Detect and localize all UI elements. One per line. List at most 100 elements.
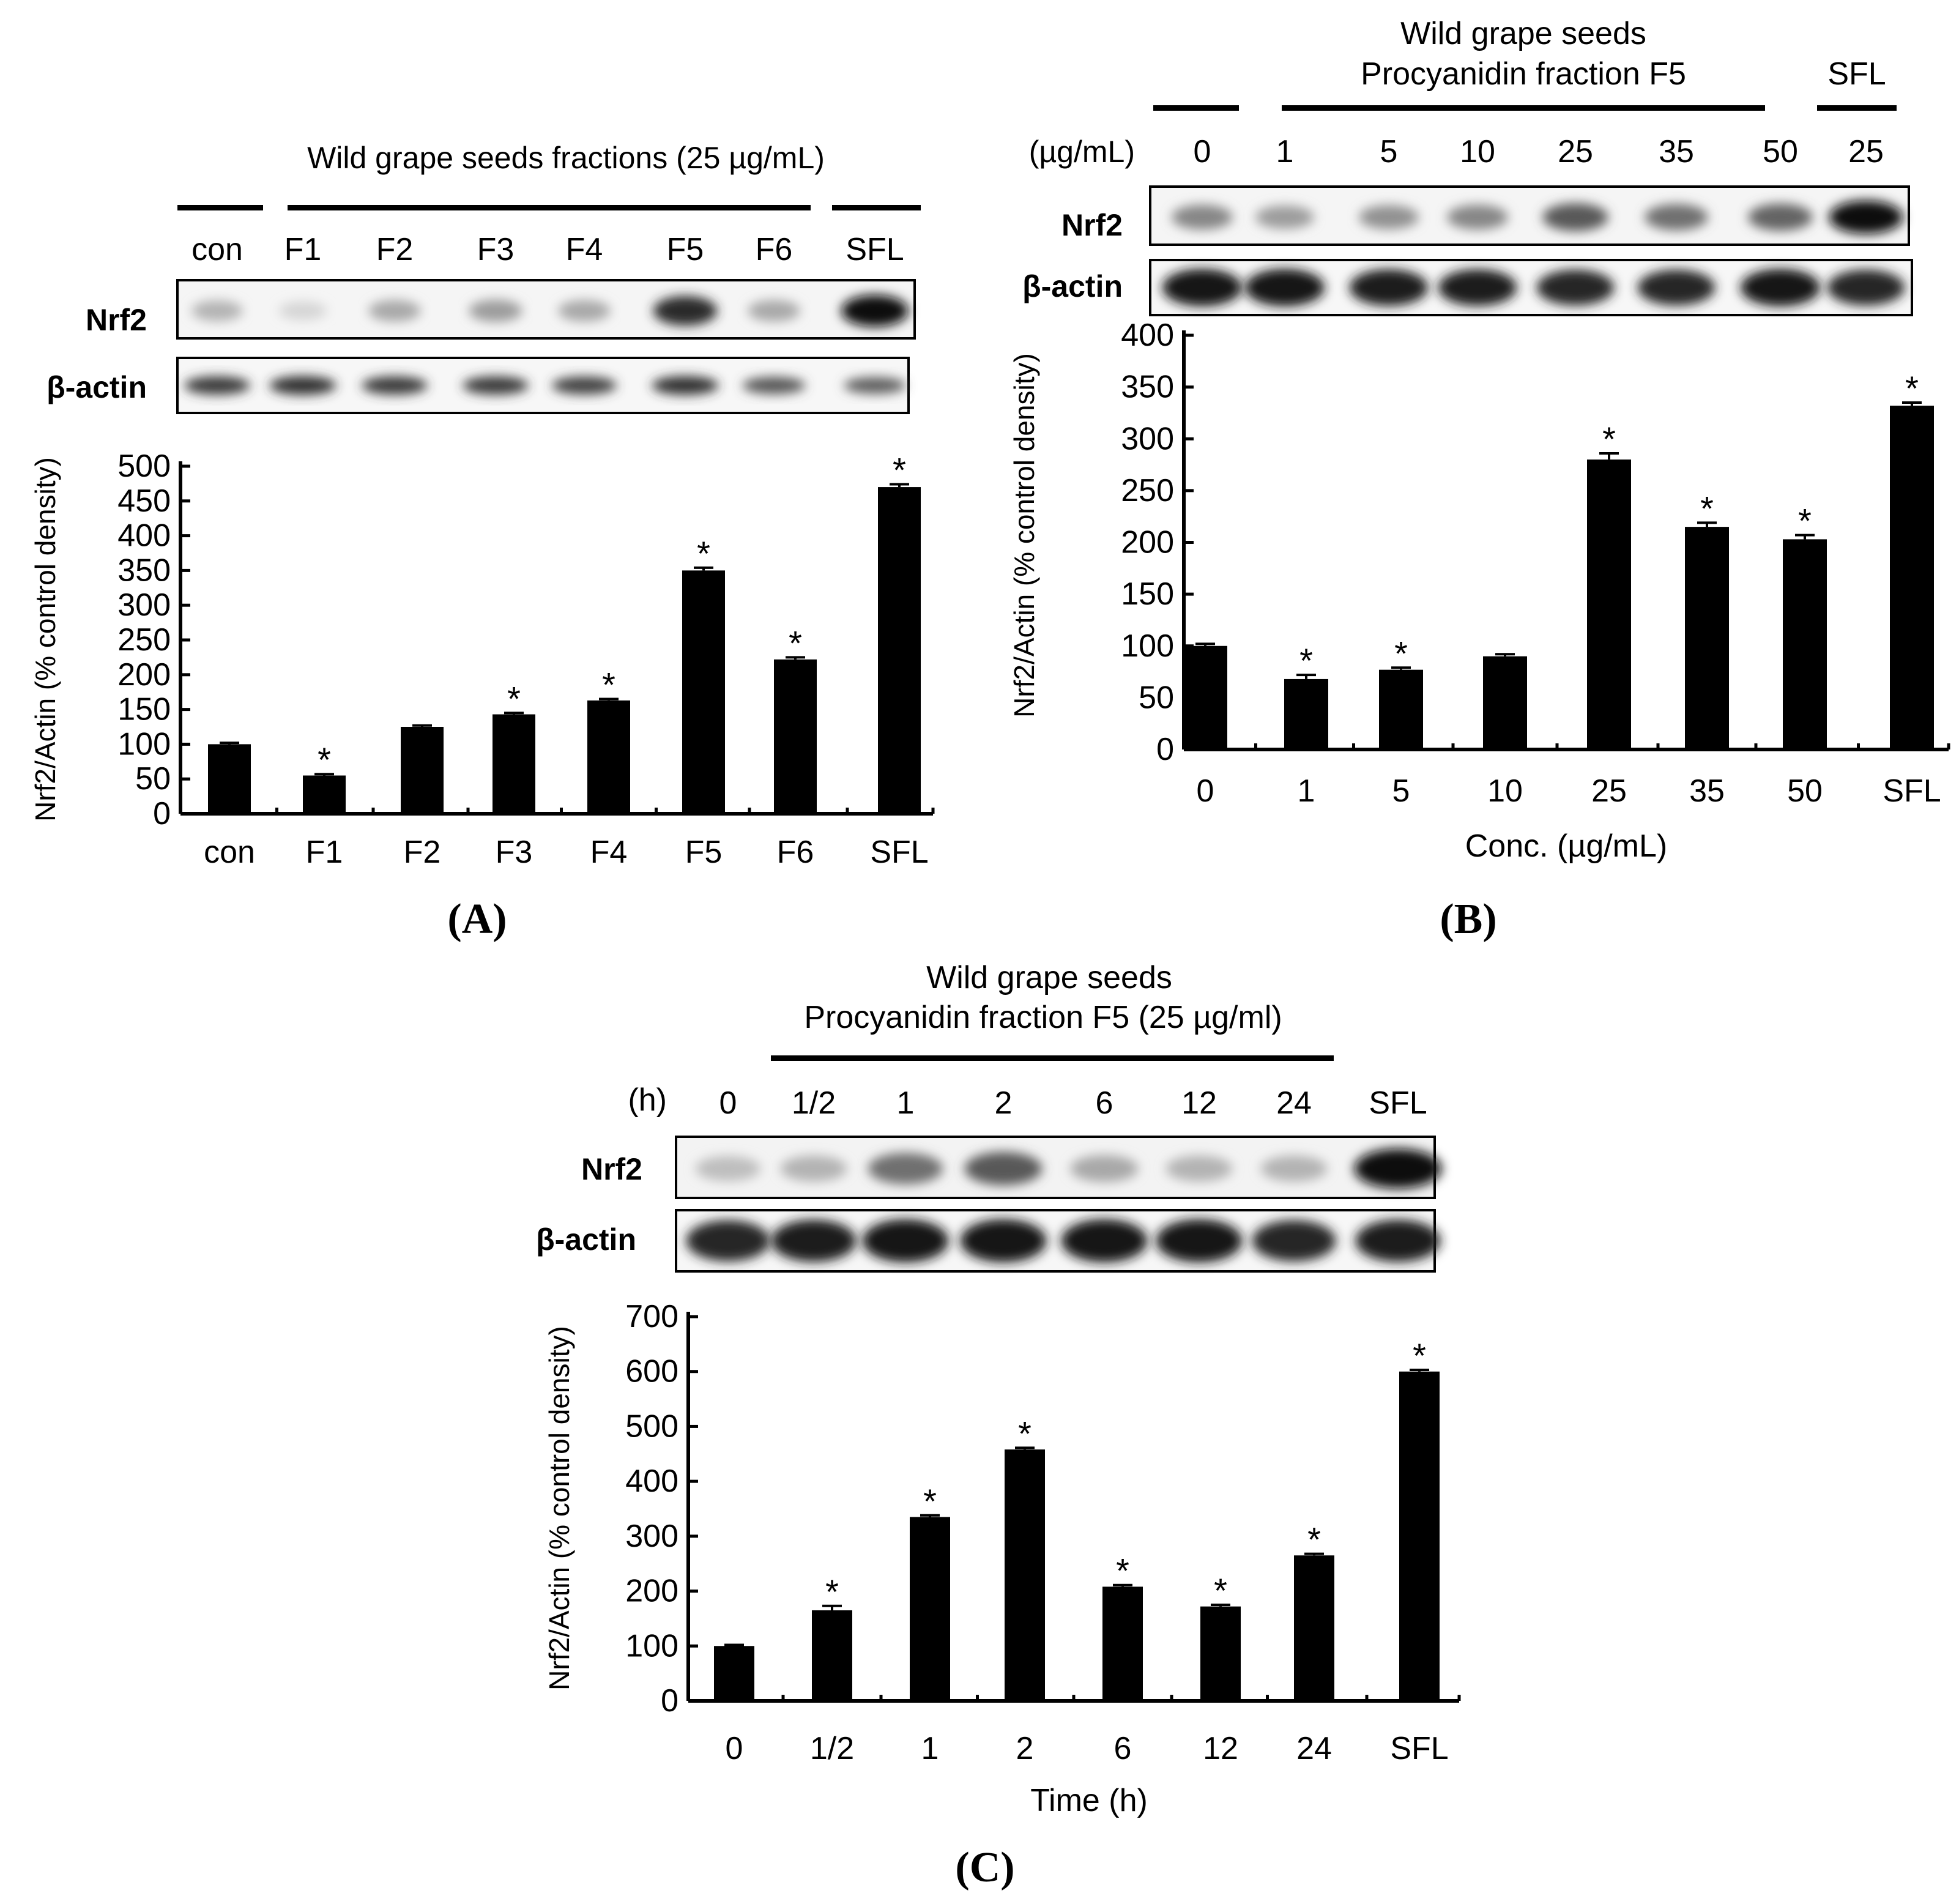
y-tick-label: 0: [153, 796, 171, 831]
bar: [1005, 1449, 1045, 1701]
bar: [812, 1610, 852, 1701]
x-tick-label: 0: [1197, 773, 1214, 809]
y-tick-label: 250: [1121, 473, 1174, 508]
x-tick-label: SFL: [1883, 773, 1941, 809]
y-tick-label: 300: [1121, 421, 1174, 456]
y-tick-label: 200: [117, 657, 171, 693]
blot-a-lane-labels: con F1 F2 F3 F4 F5 F6 SFL: [191, 232, 904, 267]
panel-b-label: (B): [1440, 896, 1496, 943]
blot-b-row-label-nrf2: Nrf2: [1061, 208, 1123, 242]
significance-star: *: [1700, 489, 1714, 527]
nrf2-band: [1165, 1155, 1233, 1182]
actin-band: [1637, 269, 1716, 306]
blot-c-actin-bands: [686, 1219, 1441, 1263]
y-tick-label: 600: [625, 1354, 678, 1389]
x-tick-label: 25: [1591, 773, 1627, 809]
x-tick-label: F2: [404, 835, 441, 870]
blot-a-group-bars: [177, 205, 921, 210]
bar: [1294, 1555, 1334, 1701]
nrf2-band: [1748, 203, 1813, 231]
blot-a-lane-label: F4: [566, 232, 603, 267]
y-tick-label: 300: [625, 1519, 678, 1554]
nrf2-band: [868, 1153, 943, 1184]
actin-band: [1355, 1219, 1441, 1262]
nrf2-band: [964, 1151, 1043, 1186]
x-tick-label: 5: [1392, 773, 1410, 809]
y-tick-label: 100: [117, 726, 171, 762]
y-tick-label: 50: [1139, 680, 1174, 715]
bar: [1183, 645, 1227, 749]
y-tick-label: 100: [1121, 628, 1174, 664]
actin-band: [1061, 1219, 1148, 1263]
bar: [1587, 459, 1631, 749]
blot-b-header-line-1: Wild grape seeds: [1400, 16, 1646, 51]
bar: [493, 714, 535, 814]
actin-band: [1536, 269, 1615, 306]
bar: [1284, 679, 1328, 749]
y-tick-label: 400: [625, 1463, 678, 1499]
blot-c-lane-label: 1/2: [792, 1085, 836, 1121]
y-axis-label: Nrf2/Actin (% control density): [1008, 353, 1040, 718]
blot-b-nrf2-bands: [1172, 200, 1903, 234]
significance-star: *: [1307, 1520, 1321, 1559]
nrf2-band: [1829, 200, 1903, 234]
y-tick-label: 300: [117, 587, 171, 623]
nrf2-band: [1172, 204, 1233, 230]
blot-a-lane-label: F2: [376, 232, 414, 267]
y-tick-label: 450: [117, 483, 171, 519]
y-tick-label: 350: [117, 552, 171, 588]
blot-a-lane-label: con: [191, 232, 243, 267]
blot-c-header-line-2: Procyanidin fraction F5 (25 µg/ml): [804, 1000, 1282, 1035]
blot-c-nrf2-bands: [695, 1148, 1442, 1189]
blot-b-group-bar-control: [1153, 105, 1239, 111]
blot-c-group-bar-f5: [771, 1055, 1334, 1061]
y-tick-label: 400: [117, 518, 171, 554]
significance-star: *: [602, 666, 615, 704]
actin-band: [551, 376, 617, 395]
blot-b-actin-bands: [1162, 269, 1905, 307]
blot-c-header-line-1: Wild grape seeds: [926, 960, 1172, 995]
bar: [1200, 1606, 1241, 1701]
blot-a-lane-label: F6: [756, 232, 793, 267]
x-tick-label: F5: [685, 835, 723, 870]
x-tick-label: 24: [1296, 1731, 1332, 1766]
actin-band: [652, 376, 719, 395]
nrf2-band: [1260, 1155, 1328, 1182]
blot-c-row-label-nrf2: Nrf2: [581, 1152, 642, 1186]
x-tick-label: F1: [306, 835, 343, 870]
blot-b-unit-label: (µg/mL): [1029, 135, 1135, 169]
blot-b-header-line-2: Procyanidin fraction F5: [1361, 56, 1686, 92]
bar: [1783, 539, 1827, 749]
blot-a-group-bar-sfl: [832, 205, 921, 210]
blot-b-lane-label: 35: [1659, 134, 1694, 169]
nrf2-band: [780, 1155, 847, 1182]
y-tick-label: 500: [117, 448, 171, 484]
actin-band: [960, 1219, 1047, 1263]
blot-c-row-label-actin: β-actin: [536, 1222, 636, 1257]
significance-star: *: [1394, 634, 1408, 672]
significance-star: *: [1214, 1571, 1227, 1610]
x-tick-label: 2: [1016, 1731, 1034, 1766]
bar: [910, 1517, 950, 1701]
blot-b-row-label-actin: β-actin: [1022, 269, 1123, 303]
blot-b-header-sfl: SFL: [1827, 56, 1886, 92]
nrf2-band: [1447, 204, 1508, 230]
y-tick-label: 350: [1121, 370, 1174, 405]
actin-band: [362, 376, 428, 395]
significance-star: *: [893, 451, 906, 489]
nrf2-band: [1645, 204, 1708, 231]
blot-b-lane-label: 10: [1460, 134, 1495, 169]
x-axis-label: Conc. (µg/mL): [1465, 828, 1667, 864]
y-tick-label: 50: [135, 761, 171, 797]
actin-band: [1162, 269, 1243, 307]
x-tick-label: F4: [590, 835, 628, 870]
nrf2-band: [558, 300, 611, 322]
blot-a-nrf2-bands: [191, 295, 909, 327]
nrf2-band: [1354, 1148, 1442, 1189]
nrf2-band: [1070, 1155, 1139, 1182]
actin-band: [1156, 1219, 1243, 1263]
bar: [682, 570, 725, 814]
nrf2-band: [368, 300, 421, 322]
